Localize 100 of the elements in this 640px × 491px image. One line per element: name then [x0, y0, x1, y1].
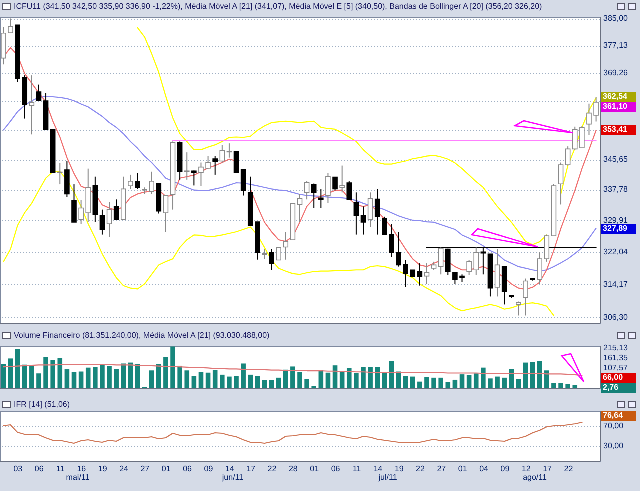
- bar: [474, 374, 479, 388]
- bar: [537, 361, 542, 388]
- bar: [283, 370, 288, 388]
- x-tick-label: 01: [162, 464, 172, 474]
- y-tick-label: 70,00: [604, 422, 624, 430]
- y-tick-label: 314,17: [604, 280, 629, 289]
- bar: [44, 357, 48, 388]
- text: 2,76: [603, 383, 620, 392]
- candlestick: [340, 165, 345, 194]
- bar: [86, 368, 91, 388]
- text: 327,89: [603, 224, 628, 233]
- candlestick: [346, 180, 352, 201]
- bar: [304, 379, 310, 388]
- x-tick-label: 28: [288, 464, 298, 474]
- text: mai/11: [66, 473, 90, 482]
- y-tick-label: 322,04: [604, 247, 629, 256]
- bar: [332, 366, 338, 388]
- x-tick-label: 24: [120, 464, 130, 474]
- bar: [452, 380, 458, 388]
- y-tick-label: 329,91: [604, 216, 629, 225]
- bar: [446, 382, 451, 388]
- bar: [22, 364, 28, 388]
- candlestick: [424, 263, 430, 285]
- candlestick: [565, 146, 571, 166]
- candlestick: [269, 248, 274, 271]
- chart-title: ICFU11 (341,50 342,50 335,90 336,90 -1,22%), Média Móvel A [21] (341,07), Média Móvel E [5] (340,50), Bandas de Bollinger A [20] (356,20 326,20): [14, 2, 542, 11]
- bar: [354, 373, 359, 388]
- text: ago/11: [523, 473, 548, 482]
- bar: [100, 364, 105, 388]
- bar: [276, 378, 282, 388]
- bar: [149, 370, 154, 388]
- candlestick: [332, 176, 338, 192]
- line-series: [3, 171, 555, 316]
- x-tick-label: 19: [394, 464, 404, 474]
- bar: [509, 370, 514, 388]
- y-tick-label: 385,00: [604, 14, 629, 24]
- bar: [572, 385, 578, 388]
- x-tick-label: 01: [458, 464, 468, 474]
- bar: [248, 374, 254, 388]
- y-tick-label: 377,13: [604, 41, 629, 50]
- bar: [403, 376, 408, 388]
- candlestick: [558, 162, 564, 206]
- x-tick-label: 12: [522, 464, 532, 474]
- candlestick: [516, 301, 522, 316]
- candlestick: [438, 247, 444, 276]
- candlestick: [114, 199, 120, 220]
- x-tick-label: 17: [246, 464, 256, 474]
- x-tick-label: 27: [437, 464, 447, 474]
- y-tick-label: 161,35: [604, 353, 629, 362]
- text: 76,64: [603, 411, 624, 420]
- chart-title: IFR [14] (51,06): [14, 400, 70, 409]
- candlestick: [100, 209, 106, 236]
- candlestick: [523, 278, 528, 316]
- candlestick: [318, 188, 324, 209]
- y-tick-label: 337,78: [604, 185, 629, 194]
- bar: [184, 370, 190, 388]
- x-tick-label: 09: [204, 464, 214, 474]
- bar: [64, 370, 70, 388]
- bar: [15, 348, 20, 388]
- candlestick: [212, 156, 218, 176]
- bar: [516, 379, 522, 388]
- candlestick: [57, 162, 63, 186]
- candlestick: [29, 75, 35, 136]
- bar: [361, 367, 366, 388]
- line-series: [2, 422, 583, 444]
- candlestick: [128, 174, 134, 190]
- candlestick: [368, 192, 374, 228]
- bar: [544, 370, 550, 388]
- bar: [432, 378, 436, 388]
- x-tick-label: 01: [310, 464, 320, 474]
- candlestick: [544, 234, 550, 262]
- bar: [36, 374, 42, 388]
- y-tick-label: 369,26: [604, 68, 629, 78]
- candlestick: [226, 143, 232, 158]
- bar: [114, 369, 119, 388]
- candlestick: [106, 201, 112, 238]
- x-tick-label: 03: [14, 464, 24, 474]
- chart-title: Volume Financeiro (81.351.240,00), Média Móvel A [21] (93.030.488,00): [14, 331, 270, 340]
- bar: [135, 364, 140, 388]
- candlestick: [304, 180, 310, 200]
- bar: [368, 367, 373, 388]
- bar: [241, 364, 246, 388]
- x-tick-label: 04: [480, 464, 490, 474]
- candlestick: [184, 152, 190, 180]
- bar: [495, 376, 500, 388]
- x-tick-label: 09: [500, 464, 510, 474]
- x-tick-label: 14: [374, 464, 384, 474]
- candlestick: [135, 172, 140, 190]
- bar: [481, 368, 486, 388]
- x-tick-label: 22: [564, 464, 574, 474]
- candlestick: [163, 195, 169, 233]
- candlestick: [417, 263, 423, 286]
- y-tick-label: 215,13: [604, 343, 629, 352]
- bar: [552, 383, 556, 388]
- bar: [30, 366, 34, 388]
- bar: [382, 372, 388, 388]
- x-tick-label: 22: [416, 464, 426, 474]
- bar: [178, 366, 182, 388]
- y-tick-label: 30,00: [604, 442, 624, 450]
- bar: [206, 372, 211, 388]
